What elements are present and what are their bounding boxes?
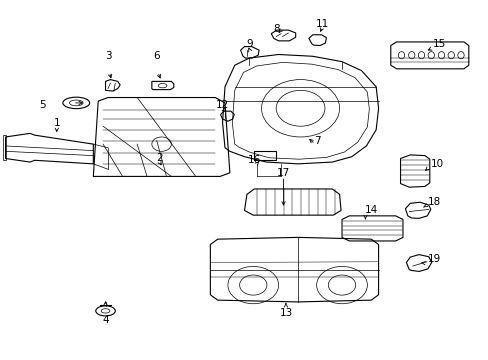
Text: 16: 16 xyxy=(247,155,260,165)
Text: 12: 12 xyxy=(216,100,229,110)
Text: 18: 18 xyxy=(427,197,440,207)
Text: 19: 19 xyxy=(427,254,440,264)
Text: 13: 13 xyxy=(279,308,292,318)
Text: 2: 2 xyxy=(156,153,162,163)
Text: 11: 11 xyxy=(315,19,328,29)
Text: 9: 9 xyxy=(245,39,252,49)
Text: 15: 15 xyxy=(432,39,445,49)
Text: 5: 5 xyxy=(39,100,45,110)
Text: 6: 6 xyxy=(153,51,160,61)
Text: 8: 8 xyxy=(272,24,279,35)
Text: 3: 3 xyxy=(104,51,111,61)
Text: 14: 14 xyxy=(364,206,377,216)
Text: 17: 17 xyxy=(276,168,289,178)
Text: 1: 1 xyxy=(53,118,60,128)
Text: 4: 4 xyxy=(102,315,109,325)
Text: 10: 10 xyxy=(429,159,443,169)
Text: 7: 7 xyxy=(314,136,320,145)
